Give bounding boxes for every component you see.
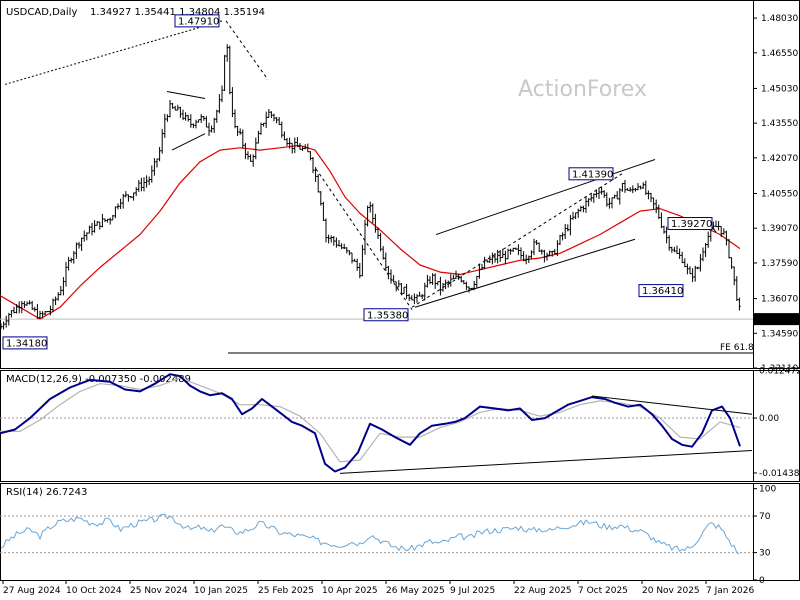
date-tick-label: 27 Aug 2024 <box>3 586 61 596</box>
rsi-line <box>0 513 740 555</box>
price-label: 1.39270 <box>671 219 712 230</box>
watermark: ActionForex <box>518 77 647 102</box>
macd-main-line <box>0 373 741 473</box>
price-label-box <box>568 167 614 181</box>
price-label-box <box>174 14 220 28</box>
price-tick-label: 1.34590 <box>761 329 798 339</box>
macd-panel: 0.012472 0.00 -0.014389 <box>0 366 800 479</box>
date-tick-label: 10 Jan 2025 <box>194 586 248 596</box>
date-tick-label: 7 Jan 2026 <box>706 586 754 596</box>
rsi-tick-label: 70 <box>759 512 771 522</box>
macd-trendline <box>339 449 753 474</box>
date-tick-label: 25 Nov 2024 <box>130 586 188 596</box>
current-price-label: 1.35194 <box>758 316 795 326</box>
ohlc-readout: 1.34927 1.35441 1.34804 1.35194 <box>90 7 265 18</box>
date-tick-label: 9 Jul 2025 <box>450 586 495 596</box>
price-label: 1.41390 <box>572 169 613 180</box>
price-tick-label: 1.48030 <box>761 14 798 24</box>
moving-average <box>0 144 741 320</box>
rsi-title: RSI(14) 26.7243 <box>6 487 87 498</box>
price-tick-label: 1.42070 <box>761 154 798 164</box>
rsi-tick-label: 100 <box>759 485 776 495</box>
macd-tick-label: 0.012472 <box>759 366 800 376</box>
triangle-lower <box>171 133 206 151</box>
price-tick-label: 1.46550 <box>761 49 798 59</box>
macd-tick-label: -0.014389 <box>759 469 800 479</box>
price-bars <box>0 44 741 330</box>
dashed-rise <box>411 173 623 308</box>
dashed-decline-1 <box>225 20 269 81</box>
price-label: 1.47910 <box>178 16 219 27</box>
channel-lower <box>414 238 636 308</box>
triangle-upper <box>166 90 206 100</box>
price-label-box <box>363 308 409 322</box>
price-label-box <box>2 336 48 350</box>
price-label: 1.35380 <box>367 310 408 321</box>
date-tick-label: 7 Oct 2025 <box>578 586 628 596</box>
macd-title: MACD(12,26,9) -0.007350 -0.002489 <box>6 374 191 385</box>
macd-signal-line <box>0 377 741 463</box>
date-tick-label: 10 Oct 2024 <box>66 586 122 596</box>
price-tick-label: 1.45030 <box>761 84 798 94</box>
price-tick-label: 1.36070 <box>761 295 798 305</box>
ma-line <box>0 144 741 320</box>
rsi-tick-label: 30 <box>759 549 771 559</box>
price-annotations: FE 61.8 1.47910 1.41390 1.39270 1.36410 1.353… <box>2 14 754 354</box>
date-tick-label: 25 Feb 2025 <box>258 586 314 596</box>
rsi-tick-label: 0 <box>759 576 765 586</box>
dashed-decline-2 <box>315 168 413 310</box>
macd-tick-label: 0.00 <box>759 414 779 424</box>
price-tick-label: 1.37590 <box>761 259 798 269</box>
date-tick-label: 26 May 2025 <box>386 586 445 596</box>
rsi-panel: 100 70 30 0 <box>0 485 776 586</box>
date-tick-label: 22 Aug 2025 <box>514 586 572 596</box>
fe-61-8-label: FE 61.8 <box>720 343 754 353</box>
date-tick-label: 10 Apr 2025 <box>322 586 378 596</box>
date-tick-label: 20 Nov 2025 <box>642 586 700 596</box>
price-tick-label: 1.43550 <box>761 119 798 129</box>
price-yaxis: 1.48030 1.46550 1.45030 1.43550 1.42070 1.405… <box>0 14 800 374</box>
price-label: 1.36410 <box>642 286 683 297</box>
price-label: 1.34180 <box>6 338 47 349</box>
dotted-trendline <box>4 20 223 85</box>
price-label-box <box>667 217 713 231</box>
price-tick-label: 1.33110 <box>761 364 798 374</box>
price-label-box <box>638 284 684 298</box>
chart-title: USDCAD,Daily <box>6 7 77 18</box>
macd-trendline <box>591 395 753 415</box>
date-axis: 27 Aug 2024 10 Oct 2024 25 Nov 2024 10 Jan … <box>2 580 754 596</box>
current-price-box <box>754 313 800 326</box>
price-tick-label: 1.40550 <box>761 189 798 199</box>
price-tick-label: 1.39070 <box>761 224 798 234</box>
channel-upper <box>435 159 656 236</box>
